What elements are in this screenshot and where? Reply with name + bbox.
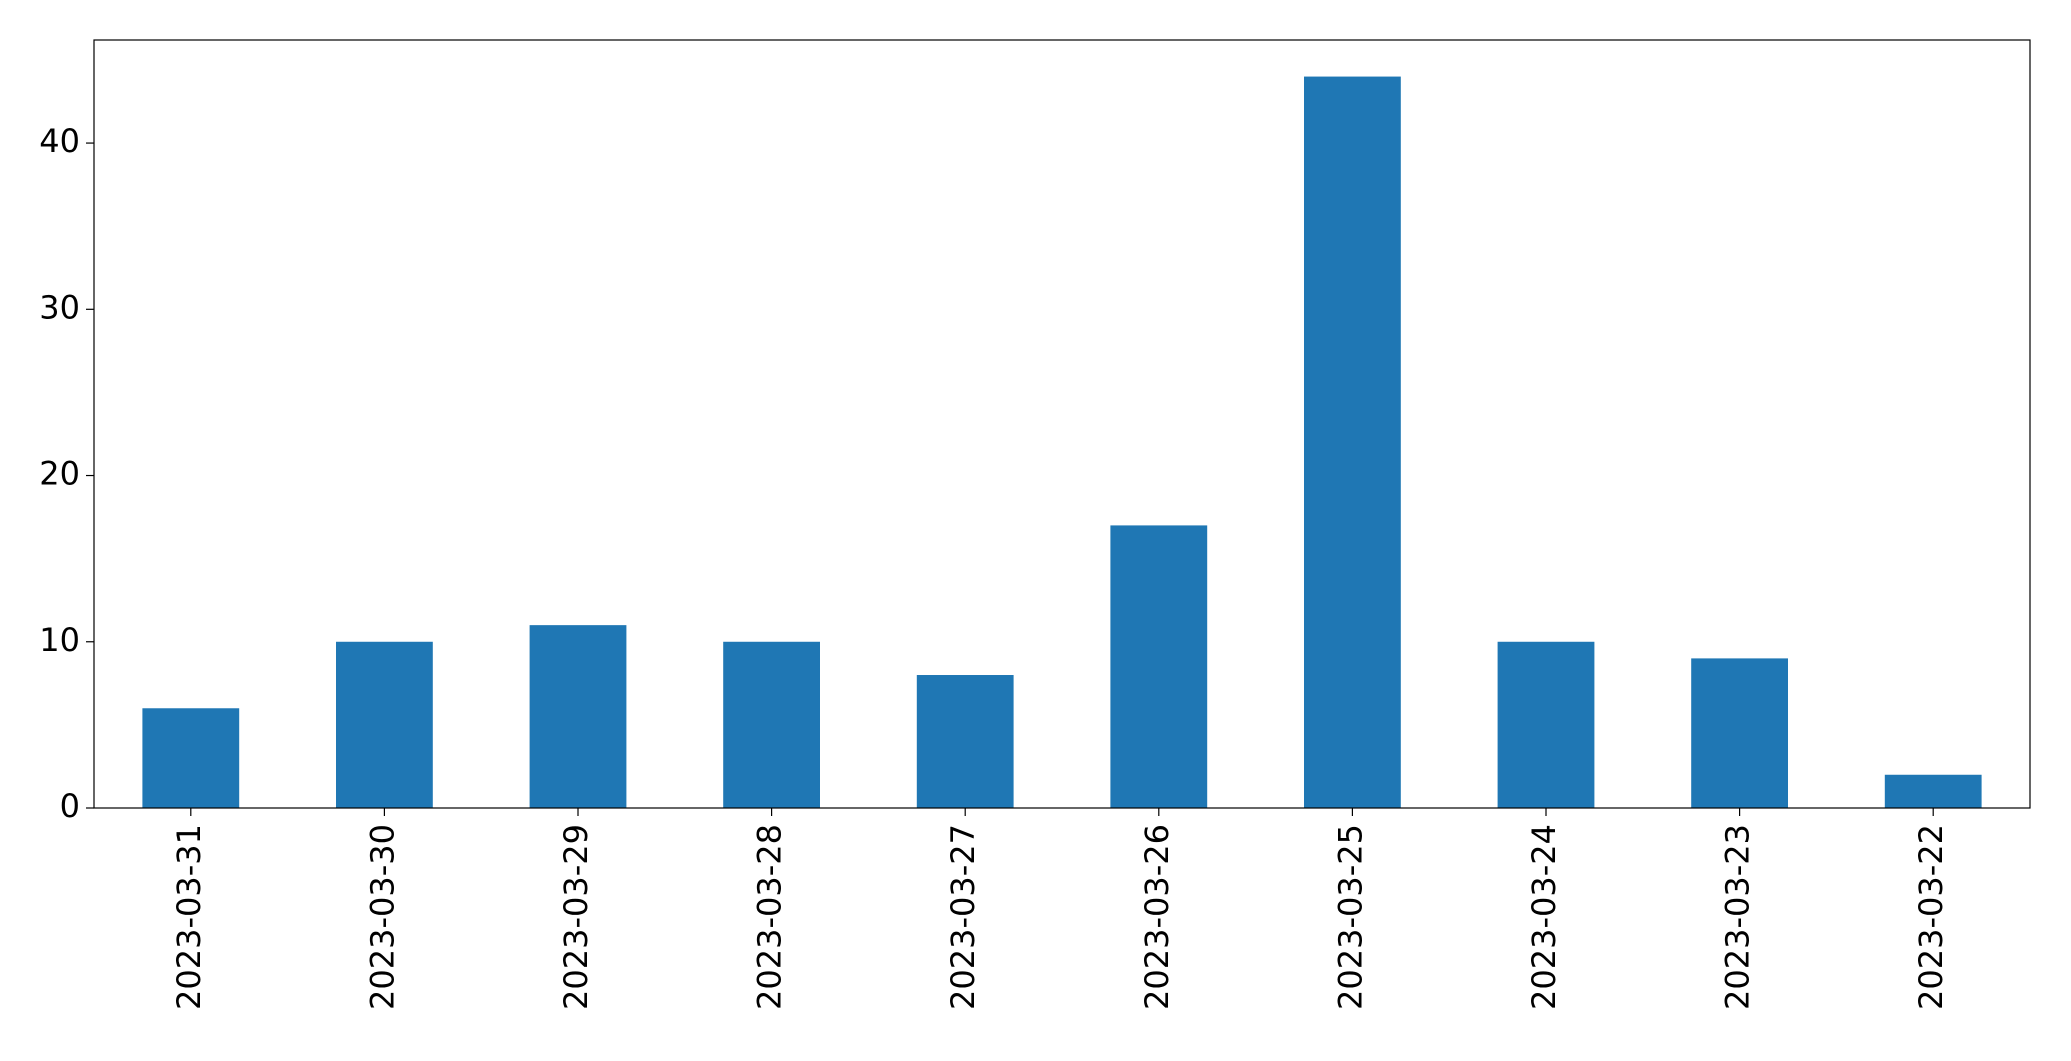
- x-tick-label: 2023-03-23: [1719, 824, 1757, 1010]
- x-tick-label: 2023-03-30: [363, 824, 401, 1010]
- bar: [1304, 76, 1401, 809]
- x-tick-label: 2023-03-31: [170, 824, 208, 1010]
- y-tick-label: 30: [39, 288, 80, 326]
- bar: [1110, 525, 1208, 808]
- bar: [1691, 658, 1788, 808]
- x-tick-label: 2023-03-24: [1525, 824, 1563, 1010]
- bar: [142, 708, 240, 808]
- x-tick-label: 2023-03-29: [557, 824, 595, 1010]
- bar: [723, 641, 820, 808]
- bar: [336, 641, 433, 808]
- y-tick-label: 10: [39, 621, 80, 659]
- y-tick-label: 40: [39, 122, 80, 160]
- bar: [1884, 774, 1982, 808]
- plot-frame: [93, 39, 2031, 809]
- x-tick-label: 2023-03-26: [1138, 824, 1176, 1010]
- x-tick-label: 2023-03-28: [751, 824, 789, 1010]
- x-tick-label: 2023-03-27: [944, 824, 982, 1010]
- bar: [529, 625, 627, 808]
- bar: [916, 675, 1014, 808]
- x-tick-label: 2023-03-25: [1331, 824, 1369, 1010]
- y-tick-label: 20: [39, 455, 80, 493]
- y-tick-label: 0: [60, 787, 80, 825]
- bar: [1497, 641, 1595, 808]
- x-tick-label: 2023-03-22: [1912, 824, 1950, 1010]
